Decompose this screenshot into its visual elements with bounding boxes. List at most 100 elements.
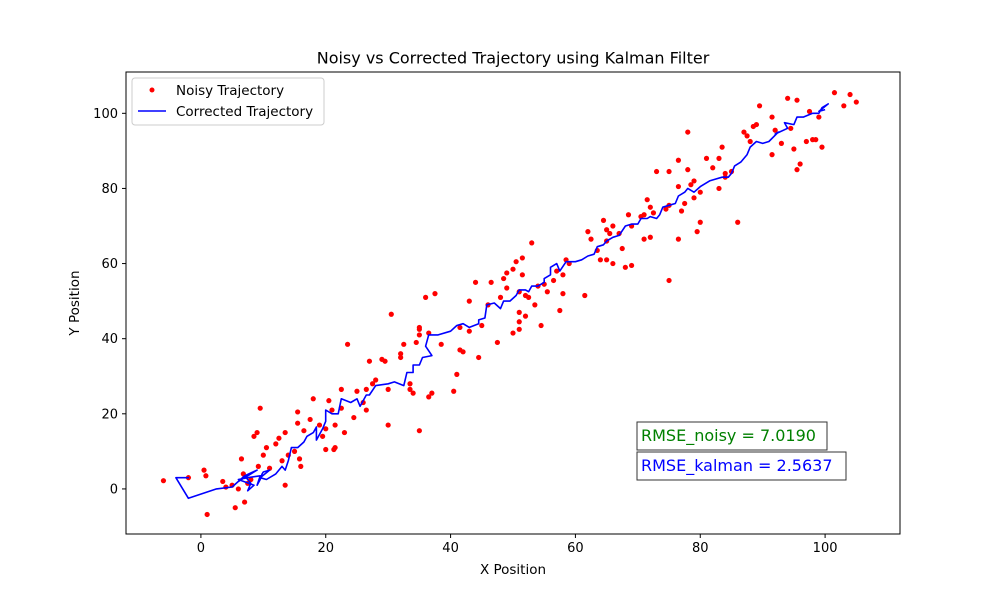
rmse-kalman-text: RMSE_kalman = 2.5637 — [641, 456, 833, 476]
noisy-point — [582, 292, 588, 299]
noisy-point — [691, 178, 697, 184]
noisy-point — [373, 377, 379, 383]
noisy-point — [813, 137, 819, 143]
noisy-point — [295, 409, 301, 415]
series-layer — [160, 90, 859, 518]
x-axis-ticks: 0 20 40 60 80 100 — [197, 534, 838, 556]
noisy-point — [788, 125, 794, 131]
y-tick-label: 100 — [93, 107, 118, 122]
noisy-point — [338, 386, 344, 392]
noisy-point — [296, 456, 303, 462]
noisy-point — [610, 223, 616, 229]
noisy-point — [716, 185, 722, 192]
x-tick-label: 40 — [442, 541, 459, 556]
noisy-point — [457, 324, 463, 331]
x-tick-label: 80 — [692, 541, 709, 556]
noisy-point — [607, 230, 613, 237]
noisy-point — [688, 182, 694, 188]
noisy-point — [326, 398, 332, 404]
noisy-point — [778, 140, 785, 146]
x-tick-label: 60 — [567, 541, 584, 556]
noisy-point — [273, 441, 279, 447]
noisy-point — [794, 97, 800, 103]
noisy-point — [282, 482, 288, 488]
noisy-point — [203, 473, 209, 479]
noisy-point — [522, 313, 529, 319]
legend-noisy-label: Noisy Trajectory — [176, 83, 284, 99]
noisy-point — [519, 255, 525, 261]
noisy-point — [644, 197, 650, 203]
noisy-point — [703, 155, 710, 161]
noisy-point — [401, 341, 407, 347]
noisy-point — [363, 386, 369, 392]
noisy-point — [678, 208, 685, 214]
noisy-point — [460, 349, 466, 355]
noisy-point — [235, 486, 241, 492]
noisy-point — [291, 448, 298, 454]
noisy-point — [716, 155, 722, 161]
noisy-point — [501, 275, 507, 282]
x-tick-label: 100 — [813, 541, 838, 556]
noisy-point — [519, 272, 525, 278]
noisy-point — [341, 429, 348, 436]
noisy-point — [429, 390, 435, 396]
noisy-point — [628, 262, 635, 269]
noisy-point — [675, 157, 682, 163]
noisy-point — [454, 371, 460, 377]
noisy-point — [363, 407, 369, 413]
axes-frame — [125, 71, 901, 535]
noisy-point — [220, 478, 226, 485]
noisy-point — [529, 240, 535, 246]
noisy-point — [600, 217, 607, 223]
noisy-point — [641, 212, 647, 218]
noisy-point — [675, 236, 682, 242]
noisy-point — [323, 426, 329, 432]
noisy-point — [604, 227, 610, 233]
noisy-point — [797, 161, 803, 167]
noisy-point — [332, 422, 338, 428]
noisy-point — [544, 289, 550, 295]
noisy-point — [398, 351, 404, 357]
noisy-point — [557, 307, 563, 314]
noisy-point — [560, 272, 566, 278]
noisy-point — [816, 114, 822, 120]
y-tick-label: 20 — [101, 407, 118, 422]
noisy-point — [647, 234, 653, 240]
noisy-point — [650, 210, 657, 216]
noisy-point — [719, 144, 725, 150]
y-axis-ticks: 0 20 40 60 80 100 — [93, 107, 126, 497]
noisy-point — [238, 456, 245, 462]
noisy-point — [263, 445, 270, 451]
noisy-point — [510, 330, 516, 336]
noisy-point — [597, 257, 603, 263]
noisy-point — [744, 133, 750, 139]
noisy-point — [625, 212, 632, 218]
noisy-point — [697, 189, 703, 195]
legend-corrected-label: Corrected Trajectory — [176, 104, 313, 120]
noisy-point — [416, 428, 422, 434]
y-tick-label: 60 — [101, 257, 118, 272]
noisy-point — [560, 291, 566, 297]
noisy-point — [675, 183, 682, 190]
rmse-kalman-annotation: RMSE_kalman = 2.5637 — [636, 451, 847, 481]
noisy-point — [504, 285, 510, 291]
noisy-point — [451, 388, 457, 394]
noisy-point — [663, 206, 669, 212]
y-tick-label: 40 — [101, 332, 118, 347]
noisy-point — [301, 428, 307, 434]
noisy-point — [385, 386, 391, 392]
noisy-point — [494, 339, 500, 346]
rmse-noisy-annotation: RMSE_noisy = 7.0190 — [636, 421, 828, 451]
noisy-point — [831, 90, 838, 96]
noisy-point — [753, 121, 760, 128]
noisy-point — [366, 358, 373, 364]
noisy-point — [310, 396, 316, 402]
noisy-point — [329, 407, 335, 413]
noisy-point — [610, 260, 616, 267]
noisy-point — [722, 170, 728, 177]
noisy-point — [323, 446, 329, 453]
noisy-point — [351, 414, 357, 421]
noisy-point — [794, 167, 800, 173]
corrected-trajectory-line — [175, 103, 829, 500]
noisy-point — [413, 339, 419, 346]
